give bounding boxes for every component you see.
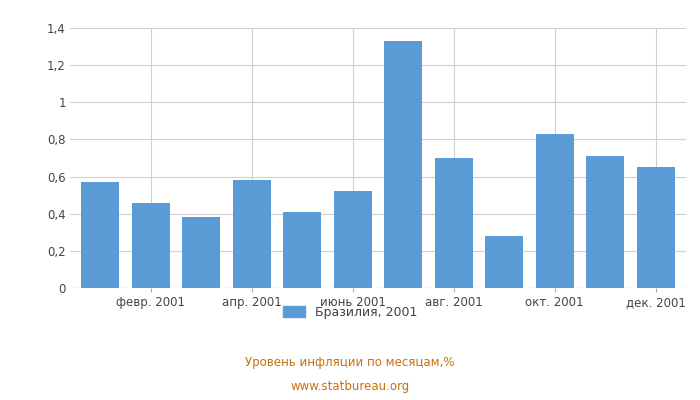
Bar	[284, 212, 321, 288]
Bar	[132, 202, 169, 288]
Legend: Бразилия, 2001: Бразилия, 2001	[278, 301, 422, 324]
Bar	[182, 218, 220, 288]
Bar	[485, 236, 523, 288]
Bar	[334, 192, 372, 288]
Bar	[81, 182, 119, 288]
Bar	[435, 158, 472, 288]
Bar	[587, 156, 624, 288]
Text: www.statbureau.org: www.statbureau.org	[290, 380, 410, 393]
Bar	[233, 180, 271, 288]
Text: Уровень инфляции по месяцам,%: Уровень инфляции по месяцам,%	[245, 356, 455, 369]
Bar	[384, 41, 422, 288]
Bar	[637, 167, 675, 288]
Bar	[536, 134, 574, 288]
